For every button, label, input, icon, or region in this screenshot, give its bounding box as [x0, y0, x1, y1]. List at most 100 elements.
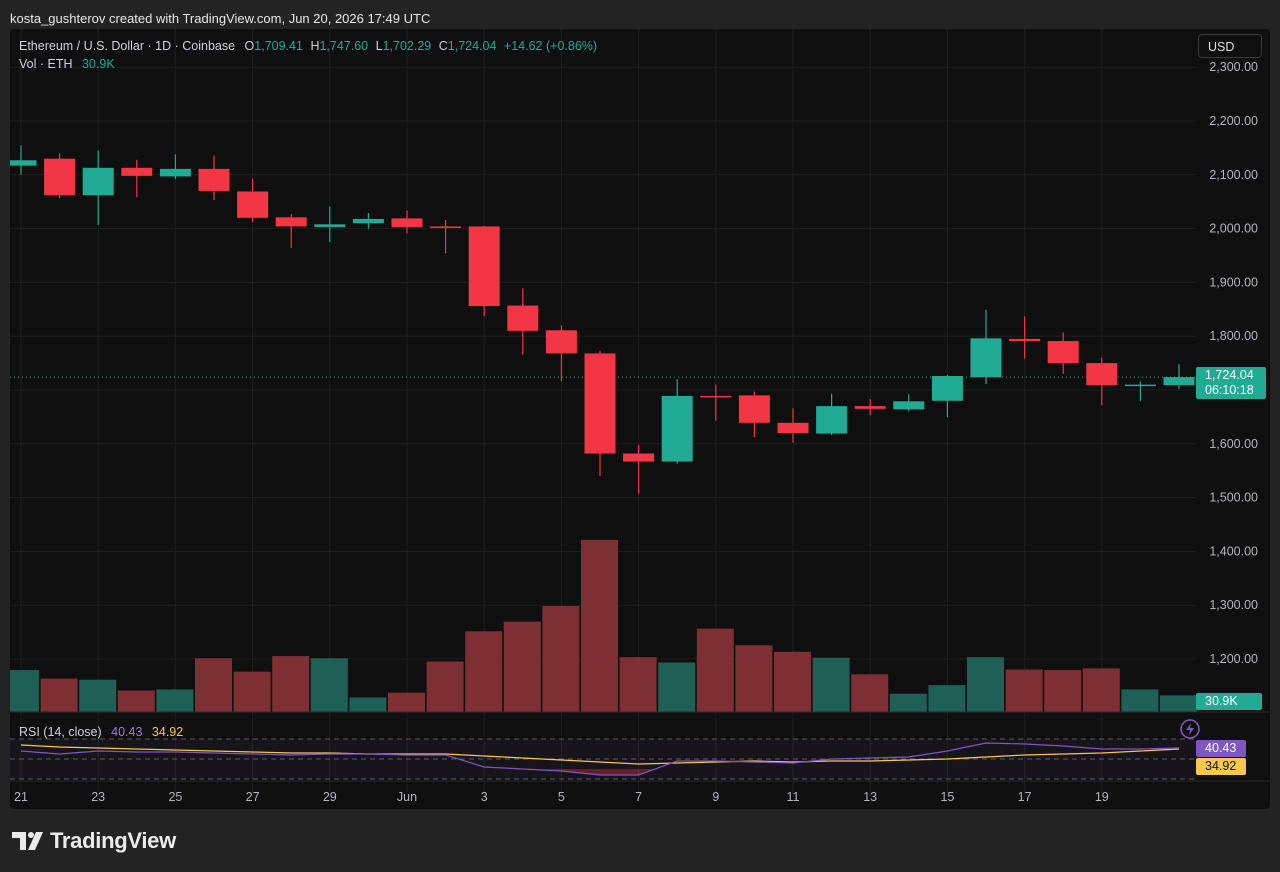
high-value: 1,747.60 [319, 39, 369, 53]
x-axis-tick-label: 29 [323, 790, 337, 804]
volume-bar [503, 621, 541, 712]
rsi-legend: RSI (14, close) 40.43 34.92 [19, 725, 183, 739]
candle-body [893, 401, 925, 410]
candle-body [1163, 377, 1195, 386]
candle-body [159, 168, 191, 177]
rsi-label[interactable]: RSI (14, close) [19, 725, 102, 739]
change-value: +14.62 (+0.86%) [503, 39, 598, 53]
y-axis-tick-label: 2,100.00 [1209, 168, 1258, 182]
x-axis-tick-label: 27 [246, 790, 260, 804]
x-axis-tick-label: 9 [712, 790, 719, 804]
volume-bar [581, 539, 618, 712]
candle-body [468, 226, 500, 307]
volume-bar [1082, 668, 1120, 712]
chart-panel[interactable]: 2,300.00 2,200.00 2,100.00 2,000.00 1,900.00… [10, 29, 1270, 809]
volume-bar [774, 651, 811, 712]
x-axis-tick-label: 21 [14, 790, 28, 804]
volume-bar [156, 689, 194, 712]
rsi-ma-value: 34.92 [151, 725, 184, 739]
header-bar: kosta_gushterov created with TradingView… [0, 0, 1280, 36]
x-axis-tick-label: 5 [558, 790, 565, 804]
close-value: 1,724.04 [447, 39, 497, 53]
x-axis-tick-label: 11 [787, 790, 800, 804]
open-value: 1,709.41 [254, 39, 303, 53]
rsi-oversold-fill [542, 769, 658, 775]
volume-bar [233, 671, 271, 712]
y-axis-tick-label: 1,500.00 [1209, 491, 1258, 505]
volume-bar [1121, 689, 1159, 712]
volume-bar [272, 656, 310, 712]
candle-body [352, 218, 384, 224]
volume-bar [1005, 669, 1043, 712]
volume-bar [1044, 670, 1082, 712]
candle-body [430, 226, 462, 228]
candle-body [237, 191, 269, 218]
rsi-value-tag: 40.43 [1196, 740, 1246, 757]
price-tag-countdown: 06:10:18 [1205, 383, 1254, 397]
rsi-value: 40.43 [111, 725, 143, 739]
candle-body [314, 224, 346, 227]
chart-canvas[interactable]: 2,300.00 2,200.00 2,100.00 2,000.00 1,900.00… [10, 29, 1270, 809]
close-label: C [438, 39, 448, 53]
y-axis-tick-label: 1,800.00 [1209, 329, 1258, 343]
low-label: L [375, 39, 383, 53]
y-axis-tick-label: 1,400.00 [1209, 544, 1258, 558]
price-tag: 1,724.04 06:10:18 [1196, 367, 1266, 399]
rsi-ma-tag: 34.92 [1196, 758, 1246, 775]
volume-bar [195, 658, 232, 712]
open-label: O [244, 39, 255, 53]
volume-bar [79, 679, 117, 712]
tradingview-logo-icon[interactable] [12, 826, 46, 856]
candle-body [121, 167, 153, 176]
y-axis-tick-label: 1,600.00 [1209, 437, 1258, 451]
volume-bar [658, 662, 696, 712]
volume-bar [889, 693, 927, 712]
volume-tag: 30.9K [1196, 693, 1262, 710]
lightning-icon[interactable] [1178, 717, 1202, 741]
volume-bar [619, 657, 657, 712]
volume-bar [310, 658, 348, 712]
y-axis-tick-label: 2,000.00 [1209, 222, 1258, 236]
volume-bar [812, 657, 850, 712]
candle-body [661, 395, 693, 462]
symbol-legend: Ethereum / U.S. Dollar · 1D · Coinbase O… [19, 39, 597, 53]
volume-bar [117, 690, 155, 712]
x-axis-tick-label: 17 [1018, 790, 1032, 804]
candle-body [738, 395, 770, 423]
volume-bar [735, 645, 773, 712]
candle-body [545, 330, 577, 354]
x-axis-tick-label: 3 [481, 790, 488, 804]
currency-button[interactable]: USD [1198, 34, 1262, 58]
candle-body [584, 353, 616, 454]
volume-bar [851, 674, 889, 712]
volume-bar [696, 628, 734, 712]
x-axis-tick-label: 23 [91, 790, 105, 804]
symbol-title[interactable]: Ethereum / U.S. Dollar · 1D · Coinbase [19, 39, 236, 53]
candle-body [507, 305, 539, 331]
candle-body [10, 160, 37, 166]
candle-body [777, 422, 809, 434]
x-axis-tick-label: 25 [168, 790, 182, 804]
candle-body [44, 158, 76, 196]
candle-body [816, 406, 848, 434]
volume-bar [10, 670, 39, 712]
candle-body [623, 453, 655, 462]
candle-body [275, 217, 307, 227]
candle-body [854, 406, 886, 409]
candle-body [700, 395, 732, 398]
x-axis-tick-label: Jun [397, 790, 417, 804]
volume-bar [426, 661, 464, 712]
candle-body [931, 376, 963, 401]
volume-bar [928, 685, 966, 712]
brand-name[interactable]: TradingView [50, 828, 176, 853]
y-axis-tick-label: 1,300.00 [1209, 598, 1258, 612]
creator-text: kosta_gushterov created with TradingView… [10, 11, 431, 26]
x-axis-tick-label: 15 [940, 790, 954, 804]
volume-bar [542, 606, 580, 712]
candle-body [1009, 338, 1041, 342]
volume-value: 30.9K [81, 57, 115, 71]
volume-label[interactable]: Vol · ETH [19, 57, 73, 71]
candle-body [1124, 384, 1156, 387]
candle-body [391, 218, 423, 227]
volume-bar [40, 678, 78, 712]
